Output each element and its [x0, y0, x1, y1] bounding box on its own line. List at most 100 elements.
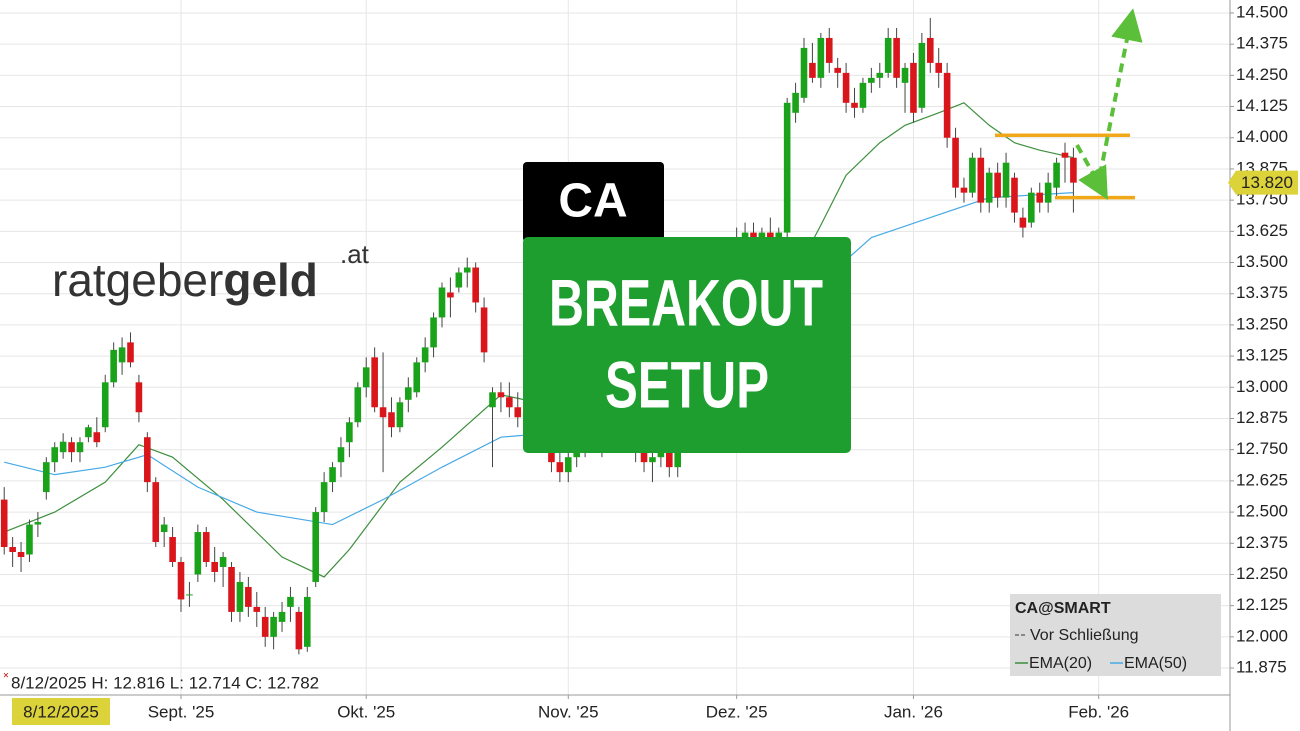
candle-body — [186, 594, 193, 596]
candle-body — [202, 532, 210, 562]
candle-body — [775, 232, 783, 238]
candle-body — [405, 387, 412, 400]
candle-body — [278, 611, 286, 622]
candle-body — [127, 342, 134, 363]
candle-body — [59, 441, 67, 453]
logo-bold: geld — [223, 254, 318, 306]
candle-body — [413, 362, 421, 393]
candle-body — [463, 267, 471, 273]
candle-body — [969, 157, 976, 193]
candle-body — [245, 586, 252, 607]
candle-body — [253, 606, 261, 612]
candle-body — [935, 62, 943, 73]
candle-body — [876, 72, 884, 78]
candle-body — [1044, 182, 1052, 203]
y-tick-label: 13.625 — [1236, 221, 1288, 240]
candle-body — [994, 172, 1001, 198]
candle-body — [472, 267, 479, 303]
candle-body — [329, 467, 336, 483]
candle-body — [480, 307, 488, 353]
candle-body — [261, 616, 269, 637]
legend-label: EMA(20) — [1029, 655, 1092, 672]
candle-body — [943, 72, 951, 138]
x-tick-label: Sept. '25 — [148, 702, 215, 721]
candle-body — [51, 447, 59, 463]
candle-body — [85, 427, 92, 438]
candle-body — [1019, 217, 1027, 228]
y-tick-label: 12.875 — [1236, 408, 1288, 427]
candle-body — [1053, 162, 1060, 188]
ticker-box — [523, 162, 664, 242]
y-tick-label: 14.125 — [1236, 96, 1288, 115]
y-tick-label: 12.625 — [1236, 470, 1288, 489]
logo-suffix: .at — [340, 239, 370, 269]
candle-body — [817, 37, 825, 78]
y-tick-label: 13.000 — [1236, 377, 1288, 396]
candle-body — [68, 442, 75, 453]
candle-body — [194, 532, 202, 575]
candle-body — [0, 499, 8, 548]
candle-body — [135, 382, 143, 413]
candle-body — [177, 561, 185, 600]
x-tick-label: Nov. '25 — [538, 702, 599, 721]
y-tick-label: 12.750 — [1236, 439, 1288, 458]
candle-body — [144, 437, 151, 483]
y-tick-label: 12.500 — [1236, 502, 1288, 521]
candle-body — [303, 596, 311, 647]
candle-body — [76, 442, 84, 453]
candle-body — [93, 432, 101, 443]
candle-body — [741, 232, 749, 238]
arrow — [1095, 8, 1143, 191]
legend-label: EMA(50) — [1124, 655, 1187, 672]
candle-body — [152, 482, 160, 543]
candle-body — [354, 387, 362, 423]
candle-body — [926, 37, 934, 63]
candle-body — [34, 522, 42, 525]
candle-body — [17, 552, 25, 557]
candle-body — [977, 157, 985, 203]
candle-body — [169, 537, 176, 562]
price-tag — [1228, 170, 1298, 195]
x-tick-label: Feb. '26 — [1068, 702, 1129, 721]
y-tick-label: 12.250 — [1236, 564, 1288, 583]
candle-body — [1028, 192, 1035, 223]
candle-body — [506, 397, 513, 408]
candle-body — [337, 447, 345, 463]
candle-body — [447, 292, 454, 298]
legend-note: Vor Schließung — [1030, 627, 1139, 644]
info-text: 8/12/2025 H: 12.816 L: 12.714 C: 12.782 — [11, 673, 319, 692]
candle-body — [438, 287, 446, 318]
marker: × — [3, 671, 9, 682]
logo-light: ratgeber — [52, 254, 223, 306]
candle-body — [674, 452, 682, 468]
candle-body — [783, 102, 791, 233]
candle-body — [918, 42, 926, 108]
candle-body — [750, 232, 757, 238]
candle-body — [43, 462, 50, 493]
y-tick-label: 12.000 — [1236, 626, 1288, 645]
candle-body — [236, 581, 244, 612]
candle-body — [910, 62, 917, 113]
candle-body — [1036, 192, 1044, 203]
candle-body — [825, 37, 833, 63]
candle-body — [26, 524, 33, 555]
headline: SETUP — [605, 347, 769, 421]
candle-body — [118, 347, 126, 363]
headline-box — [523, 237, 851, 453]
candle-body — [1070, 157, 1077, 183]
price-tag-label: 13.820 — [1241, 173, 1293, 192]
candle-body — [287, 596, 294, 607]
candle-body — [649, 457, 656, 463]
candle-body — [9, 547, 16, 553]
candle-body — [219, 556, 227, 567]
axes: 14.50014.37514.25014.12514.00013.87513.7… — [148, 2, 1298, 721]
y-tick-label: 12.375 — [1236, 533, 1288, 552]
candle-body — [514, 407, 522, 418]
candle-body — [851, 102, 858, 108]
candle-body — [228, 566, 235, 612]
ticker: CA — [558, 175, 627, 228]
candle-body — [388, 412, 395, 428]
y-tick-label: 13.375 — [1236, 283, 1288, 302]
candle-body — [379, 407, 387, 418]
x-tick-label: Jan. '26 — [884, 702, 943, 721]
